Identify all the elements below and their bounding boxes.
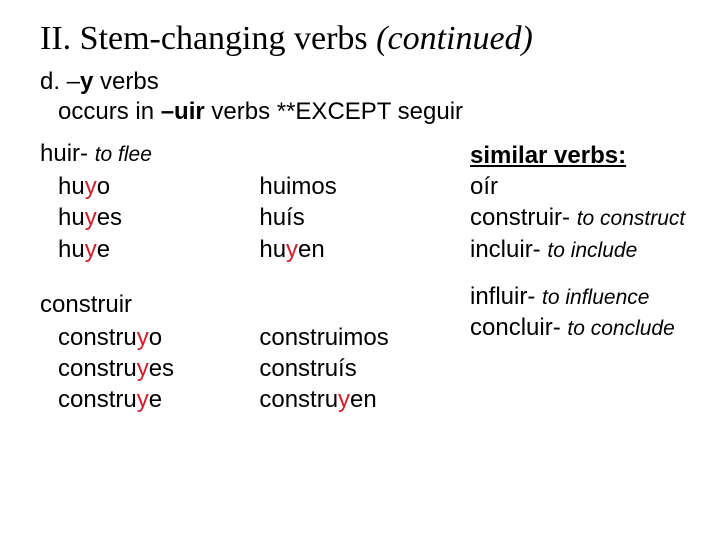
- similar-verb-item: influir- to influence: [470, 281, 690, 312]
- similar-verb-word: construir-: [470, 204, 570, 231]
- conjugation-cell: construyo: [58, 322, 235, 353]
- similar-verbs-list: oírconstruir- to constructincluir- to in…: [470, 171, 690, 343]
- construir-title: construir: [40, 289, 450, 320]
- similar-verbs-title: similar verbs:: [470, 140, 690, 171]
- conjugation-cell: construimos: [259, 322, 450, 353]
- note-t3: verbs **EXCEPT seguir: [205, 98, 463, 125]
- similar-verb-item: incluir- to include: [470, 234, 690, 265]
- note-line: occurs in –uir verbs **EXCEPT seguir: [58, 98, 690, 126]
- slide-title: II. Stem-changing verbs (continued): [40, 20, 690, 58]
- similar-verb-item: oír: [470, 171, 690, 202]
- similar-verb-word: incluir-: [470, 236, 541, 263]
- note-t1: occurs in: [58, 98, 161, 125]
- conjugation-cell: construyes: [58, 353, 235, 384]
- similar-verb-gloss: to include: [547, 239, 637, 262]
- conjugation-cell: huyen: [259, 234, 450, 265]
- right-column: similar verbs: oírconstruir- to construc…: [470, 138, 690, 416]
- construir-name: construir: [40, 291, 132, 318]
- conjugation-cell: construís: [259, 353, 450, 384]
- huir-title: huir- to flee: [40, 138, 450, 169]
- title-number: II.: [40, 20, 71, 57]
- note-t2: –uir: [161, 98, 205, 125]
- similar-verb-gloss: to influence: [542, 286, 649, 309]
- conjugation-cell: huye: [58, 234, 235, 265]
- similar-verb-item: concluir- to conclude: [470, 312, 690, 343]
- conjugation-cell: huimos: [259, 171, 450, 202]
- slide: II. Stem-changing verbs (continued) d. –…: [0, 0, 720, 540]
- similar-verb-item: construir- to construct: [470, 202, 690, 233]
- huir-gloss: to flee: [95, 143, 152, 166]
- subhead-suffix: verbs: [93, 68, 158, 95]
- conjugation-cell: construye: [58, 384, 235, 415]
- similar-verb-word: oír: [470, 173, 498, 200]
- conjugation-cell: huyo: [58, 171, 235, 202]
- title-continued: (continued): [376, 20, 533, 57]
- huir-conjugation: huyo huimos huyes huís huye huyen: [58, 171, 450, 265]
- subhead-letter: y: [80, 68, 93, 95]
- similar-verb-word: influir-: [470, 283, 535, 310]
- huir-name: huir-: [40, 140, 88, 167]
- subheading: d. –y verbs: [40, 68, 690, 96]
- similar-verb-word: concluir-: [470, 314, 561, 341]
- construir-block: construir construyo construimos construyes…: [40, 289, 450, 416]
- left-column: huir- to flee huyo huimos huyes huís huyehuy…: [40, 138, 450, 416]
- construir-conjugation: construyoconstruimosconstruyesconstruísc…: [58, 322, 450, 416]
- content-columns: huir- to flee huyo huimos huyes huís huyehuy…: [40, 138, 690, 416]
- subhead-prefix: d. –: [40, 68, 80, 95]
- conjugation-cell: huyes: [58, 202, 235, 233]
- similar-verb-gloss: to conclude: [567, 317, 674, 340]
- similar-verb-gloss: to construct: [577, 207, 686, 230]
- conjugation-cell: construyen: [259, 384, 450, 415]
- conjugation-cell: huís: [259, 202, 450, 233]
- title-text: Stem-changing verbs: [80, 20, 368, 57]
